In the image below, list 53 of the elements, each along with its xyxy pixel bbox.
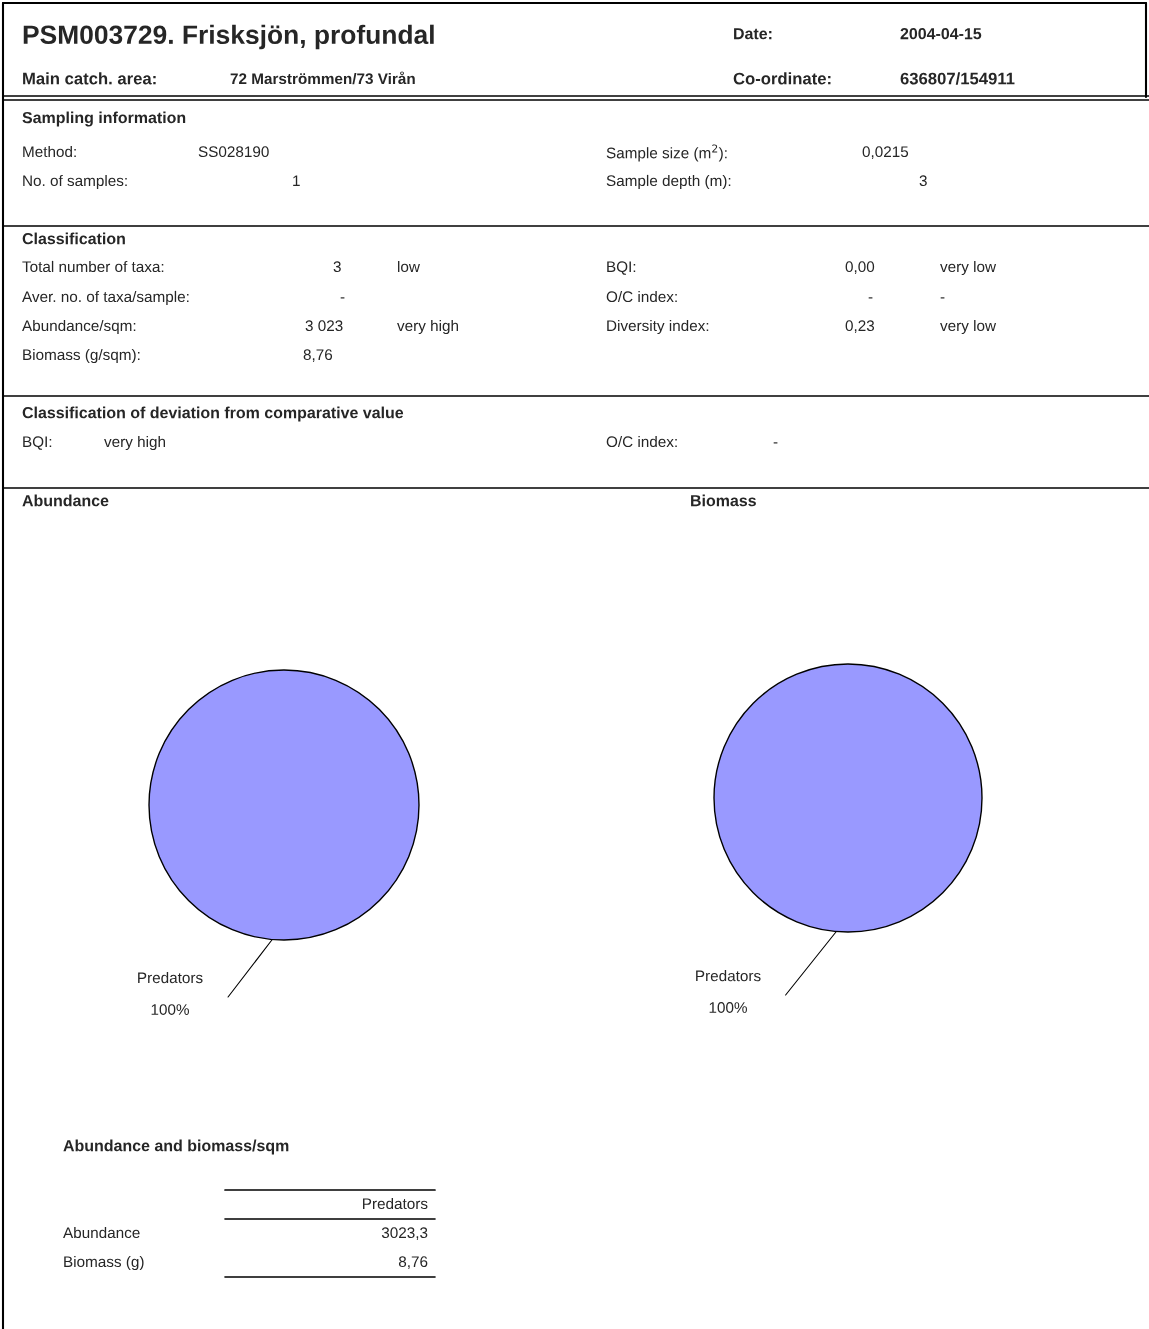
text: O/C index: — [606, 290, 677, 303]
slice-label: Predators — [138, 971, 203, 984]
text: Main catch. area: — [23, 72, 156, 85]
chart-title: Abundance — [22, 494, 109, 507]
text: 2004-04-15 — [900, 27, 982, 40]
data-label: 100% — [709, 1002, 747, 1013]
text: Classification — [22, 232, 125, 245]
text: PSM003729. Frisksjön, profundal — [23, 24, 434, 50]
text: very high — [104, 435, 165, 451]
text: Biomass (g) — [64, 1255, 144, 1271]
slice-label: Predators — [696, 970, 761, 982]
text: No. of samples: — [23, 174, 127, 190]
text: 1 — [293, 175, 300, 186]
text: very low — [940, 319, 997, 335]
text: 636807/154911 — [900, 72, 1015, 85]
text: 3 023 — [305, 320, 343, 332]
text: O/C index: — [606, 435, 677, 448]
text: 3023,3 — [381, 1227, 428, 1240]
text: Classification of deviation from comparative value — [22, 406, 404, 422]
text: 8,76 — [303, 349, 333, 362]
text: 8,76 — [398, 1256, 428, 1269]
text: Biomass (g/sqm): — [23, 348, 140, 364]
text: Aver. no. of taxa/sample: — [22, 290, 189, 306]
text: Abundance — [63, 1226, 140, 1239]
text: low — [398, 260, 420, 273]
text: 72 Marströmmen/73 Virån — [230, 71, 415, 85]
text: Total number of taxa: — [22, 260, 164, 273]
text: Abundance/sqm: — [22, 319, 136, 335]
text: - — [940, 297, 945, 299]
text: 0,00 — [845, 261, 875, 274]
text: 3 — [919, 175, 927, 187]
text: Sample size (m$^{2}$): — [606, 144, 727, 162]
text: Diversity index: — [607, 319, 709, 335]
text: Sampling information — [22, 111, 186, 127]
text: BQI: — [607, 261, 636, 275]
text: Sample depth (m): — [606, 174, 731, 190]
data-label: 100% — [151, 1004, 189, 1015]
text: BQI: — [23, 436, 52, 450]
text: Date: — [734, 28, 772, 40]
text: Co-ordinate: — [733, 72, 831, 85]
text: SS028190 — [198, 146, 269, 158]
text: - — [340, 297, 345, 299]
text: Method: — [23, 145, 76, 158]
text: very high — [397, 319, 458, 335]
text: Predators — [363, 1197, 428, 1210]
chart-title: Biomass — [691, 494, 756, 507]
text: 0,23 — [845, 320, 875, 333]
text: Abundance and biomass/sqm — [63, 1139, 289, 1155]
text: 0,0215 — [862, 146, 909, 159]
text: - — [773, 442, 778, 444]
text: - — [868, 297, 873, 299]
text: very low — [940, 260, 997, 276]
text: 3 — [333, 261, 341, 273]
